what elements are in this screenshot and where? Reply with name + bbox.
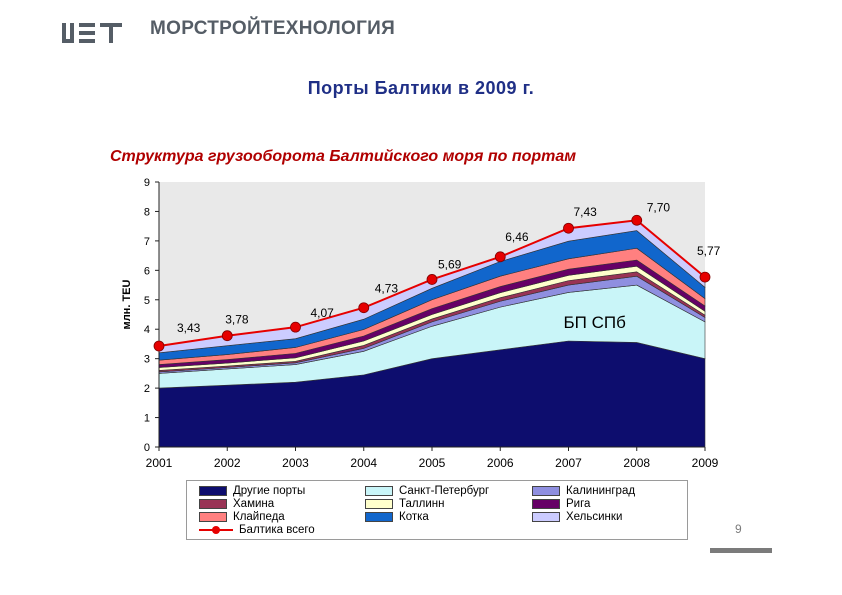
legend-item: Балтика всего: [199, 524, 315, 536]
legend-item: Котка: [365, 511, 429, 523]
legend-swatch: [365, 486, 393, 496]
brand-name: МОРСТРОЙТЕХНОЛОГИЯ: [150, 18, 396, 39]
total-data-label: 4,07: [311, 306, 335, 320]
y-tick-label: 7: [144, 236, 150, 248]
chart-subtitle: Структура грузооборота Балтийского моря …: [110, 148, 577, 165]
page-number: 9: [735, 522, 742, 536]
legend-item: Санкт-Петербург: [365, 485, 489, 497]
total-point: [699, 271, 711, 283]
y-tick-label: 8: [144, 206, 150, 218]
legend-swatch: [199, 499, 227, 509]
page-divider: [710, 548, 772, 553]
x-tick-label: 2009: [692, 456, 719, 470]
legend-swatch: [365, 512, 393, 522]
legend-swatch: [532, 486, 560, 496]
total-data-label: 5,69: [438, 257, 462, 271]
chart-legend: Другие порты Санкт-Петербург Калининград Ха…: [186, 480, 688, 540]
total-point: [153, 340, 165, 352]
legend-swatch: [199, 486, 227, 496]
legend-swatch: [532, 499, 560, 509]
legend-item: Хамина: [199, 498, 274, 510]
y-tick-label: 9: [144, 177, 150, 189]
legend-label: Рига: [566, 498, 591, 510]
total-data-label: 7,43: [574, 205, 598, 219]
x-tick-label: 2006: [487, 456, 514, 470]
legend-item: Хельсинки: [532, 511, 622, 523]
total-point: [494, 251, 506, 263]
x-tick-label: 2007: [555, 456, 582, 470]
y-tick-label: 1: [144, 413, 150, 425]
legend-label: Таллинн: [399, 498, 445, 510]
legend-item: Калининград: [532, 485, 635, 497]
total-point: [563, 222, 574, 234]
legend-swatch: [532, 512, 560, 522]
legend-item: Клайпеда: [199, 511, 285, 523]
total-point: [290, 321, 301, 333]
legend-label: Хельсинки: [566, 511, 623, 523]
x-tick-label: 2005: [419, 456, 446, 470]
stacked-area-chart: 0 1 2 3 4 5 6 7 8 9 2001 2002 2003 2004 2005 2006 2007 20…: [121, 177, 721, 470]
legend-label: Санкт-Петербург: [399, 485, 490, 497]
legend-label: Клайпеда: [233, 511, 285, 523]
x-tick-label: 2004: [350, 456, 377, 470]
x-tick-label: 2001: [146, 456, 173, 470]
total-point: [426, 274, 438, 285]
total-data-label: 3,78: [225, 313, 249, 327]
legend-label: Балтика всего: [239, 524, 315, 536]
y-axis-label: млн. TEU: [121, 280, 133, 330]
x-tick-label: 2008: [623, 456, 650, 470]
x-tick-label: 2002: [214, 456, 241, 470]
legend-item: Другие порты: [199, 485, 305, 497]
total-point: [631, 214, 643, 226]
legend-line-swatch: [199, 526, 233, 534]
total-data-label: 4,73: [375, 282, 399, 296]
y-tick-label: 4: [144, 324, 150, 336]
y-tick-label: 5: [144, 295, 150, 307]
legend-swatch: [199, 512, 227, 522]
legend-label: Хамина: [233, 498, 275, 510]
legend-swatch: [365, 499, 393, 509]
y-tick-label: 0: [144, 442, 150, 454]
total-point: [221, 330, 233, 342]
legend-item: Рига: [532, 498, 590, 510]
legend-item: Таллинн: [365, 498, 444, 510]
total-data-label: 3,43: [177, 321, 201, 335]
y-tick-label: 6: [144, 265, 150, 277]
logo-mark-icon: [62, 23, 122, 43]
legend-label: Котка: [399, 511, 429, 523]
x-tick-label: 2003: [282, 456, 309, 470]
legend-label: Другие порты: [233, 485, 306, 497]
total-data-label: 5,77: [697, 244, 721, 258]
company-logo: [62, 20, 126, 46]
chart-annotation: БП СПб: [564, 313, 627, 332]
legend-label: Калининград: [566, 485, 636, 497]
total-data-label: 6,46: [505, 230, 529, 244]
y-tick-label: 3: [144, 354, 150, 366]
total-data-label: 7,70: [647, 200, 671, 214]
total-point: [358, 302, 370, 314]
y-tick-label: 2: [144, 383, 150, 395]
page-title: Порты Балтики в 2009 г.: [307, 78, 535, 98]
